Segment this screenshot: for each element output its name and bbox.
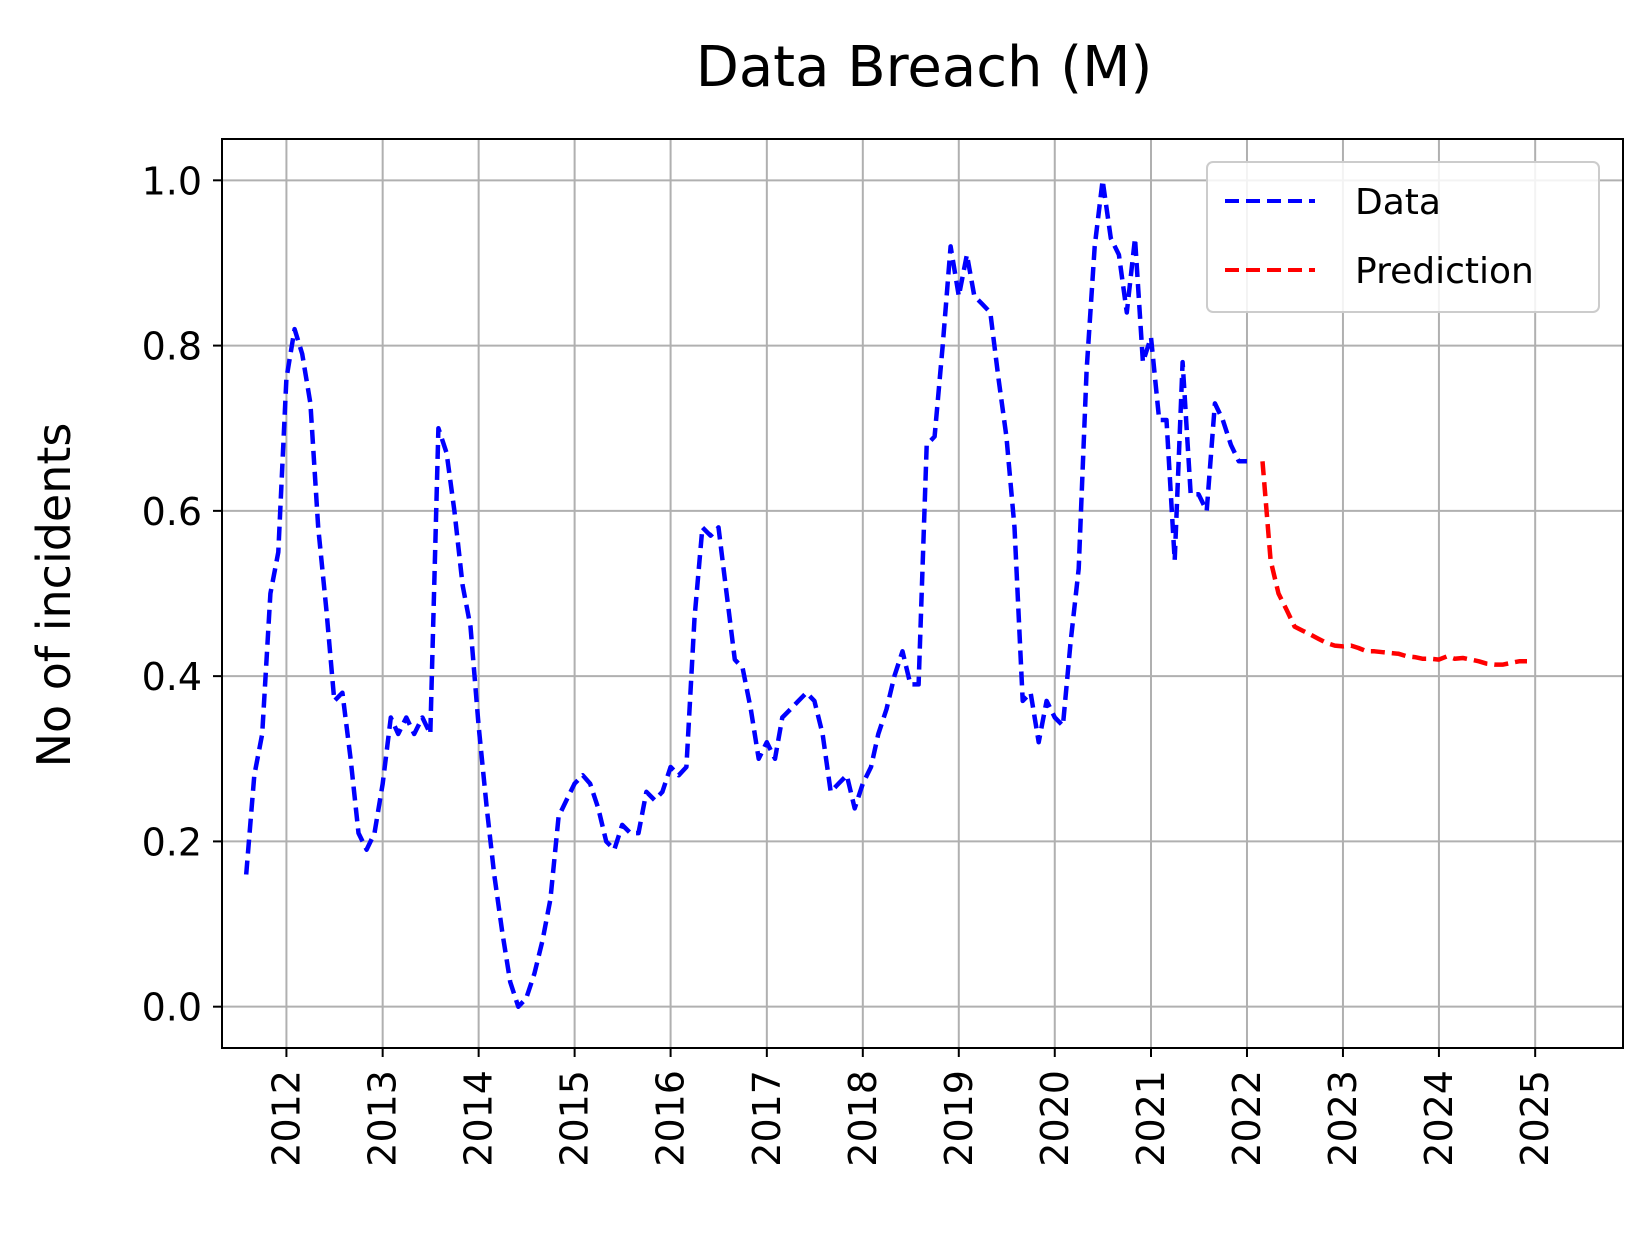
series-lines <box>243 178 1527 1009</box>
x-tick-label: 2022 <box>1225 1070 1269 1167</box>
x-tick-label: 2019 <box>937 1070 981 1167</box>
x-tick-label: 2020 <box>1033 1070 1077 1167</box>
axis-ticks: 2012 2013 2014 2015 2016 2017 2018 2019 2020 2021… <box>142 159 1558 1166</box>
x-tick-label: 2016 <box>649 1070 693 1167</box>
y-tick-label: 0.6 <box>142 490 202 534</box>
x-tick-label: 2025 <box>1513 1070 1557 1167</box>
plot-area-frame <box>221 138 1624 1049</box>
legend-label-data: Data <box>1355 182 1441 223</box>
y-axis-label: No of incidents <box>27 423 81 768</box>
y-tick-label: 0.2 <box>142 820 202 864</box>
y-tick-label: 0.4 <box>142 655 202 699</box>
y-tick-label: 0.8 <box>142 325 202 369</box>
y-tick-label: 1.0 <box>142 159 202 203</box>
x-tick-label: 2014 <box>457 1070 501 1167</box>
y-tick-label: 0.0 <box>142 986 202 1030</box>
x-tick-label: 2017 <box>745 1070 789 1167</box>
x-tick-label: 2021 <box>1129 1070 1173 1167</box>
x-tick-label: 2018 <box>841 1070 885 1167</box>
x-tick-label: 2023 <box>1321 1070 1365 1167</box>
legend: Data Prediction <box>1206 161 1600 313</box>
chart-title: Data Breach (M) <box>696 35 1153 100</box>
legend-box <box>1206 161 1600 313</box>
series-line-prediction <box>1260 461 1527 667</box>
legend-label-prediction: Prediction <box>1355 251 1534 292</box>
x-tick-label: 2012 <box>264 1070 308 1167</box>
x-tick-label: 2024 <box>1417 1070 1461 1167</box>
x-tick-label: 2013 <box>361 1070 405 1167</box>
x-tick-label: 2015 <box>553 1070 597 1167</box>
series-line-data <box>243 178 1247 1009</box>
